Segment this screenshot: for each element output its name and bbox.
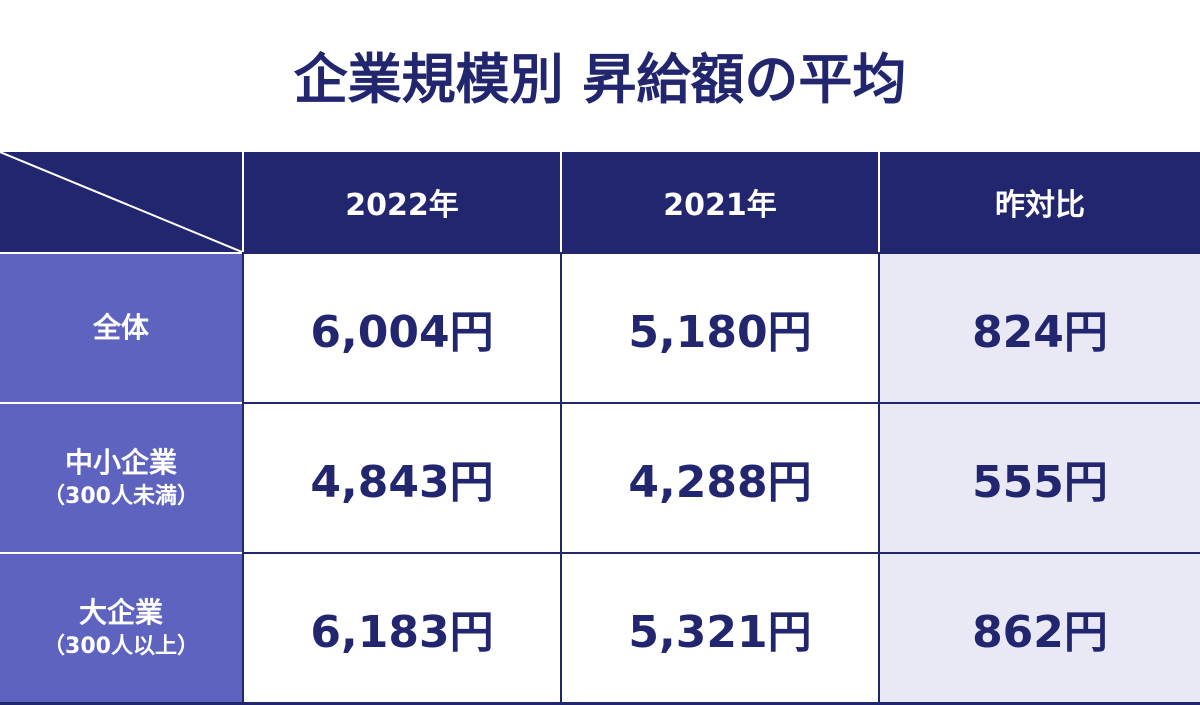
table: 2022年 2021年 昨対比全体 6,004円 5,180円 824円中小企業 （300人… xyxy=(0,152,1200,705)
column-header: 昨対比 xyxy=(878,152,1200,252)
row-sublabel: （300人以上） xyxy=(43,634,199,659)
row-header: 大企業 （300人以上） xyxy=(0,552,242,702)
row-header: 全体 xyxy=(0,252,242,402)
value-cell: 824円 xyxy=(878,252,1200,402)
row-label: 中小企業 xyxy=(64,446,177,479)
diagonal xyxy=(0,152,242,252)
column-header: 2022年 xyxy=(242,152,560,252)
value-cell: 6,004円 xyxy=(242,252,560,402)
row-label: 大企業 xyxy=(78,596,163,629)
column-header: 2021年 xyxy=(560,152,878,252)
value-cell: 4,843円 xyxy=(242,402,560,552)
corner-cell xyxy=(0,152,242,252)
value-cell: 5,321円 xyxy=(560,552,878,702)
row-header: 中小企業 （300人未満） xyxy=(0,402,242,552)
value-cell: 5,180円 xyxy=(560,252,878,402)
value-cell: 862円 xyxy=(878,552,1200,702)
value-cell: 4,288円 xyxy=(560,402,878,552)
value-cell: 555円 xyxy=(878,402,1200,552)
title: 企業規模別 昇給額の平均 xyxy=(293,48,907,111)
row-label: 全体 xyxy=(92,311,149,344)
row-sublabel: （300人未満） xyxy=(43,484,199,509)
value-cell: 6,183円 xyxy=(242,552,560,702)
